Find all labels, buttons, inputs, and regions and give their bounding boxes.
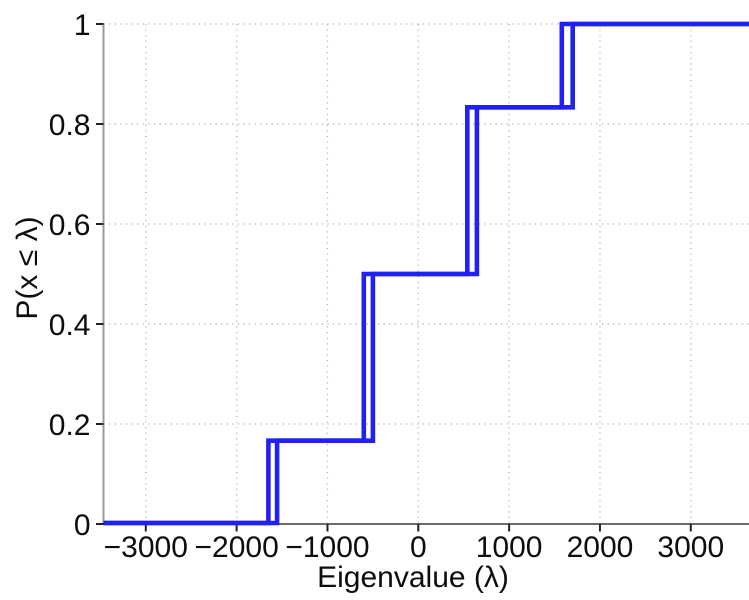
x-tick-label: 1000	[476, 531, 543, 564]
x-tick-label: 0	[410, 531, 427, 564]
x-tick-label: −3000	[104, 531, 188, 564]
x-axis-title: Eigenvalue (λ)	[317, 561, 509, 594]
x-tick-label: −1000	[285, 531, 369, 564]
y-tick-label: 1	[74, 9, 91, 42]
y-tick-label: 0.8	[49, 109, 91, 142]
y-axis-title: P(x ≤ λ)	[11, 216, 44, 320]
y-tick-label: 0.2	[49, 409, 91, 442]
x-tick-label: −2000	[195, 531, 279, 564]
y-tick-label: 0.6	[49, 209, 91, 242]
x-tick-label: 2000	[567, 531, 634, 564]
y-tick-label: 0	[74, 509, 91, 542]
ecdf-curve-2	[103, 21, 749, 526]
x-tick-label: 3000	[657, 531, 724, 564]
y-tick-label: 0.4	[49, 309, 91, 342]
